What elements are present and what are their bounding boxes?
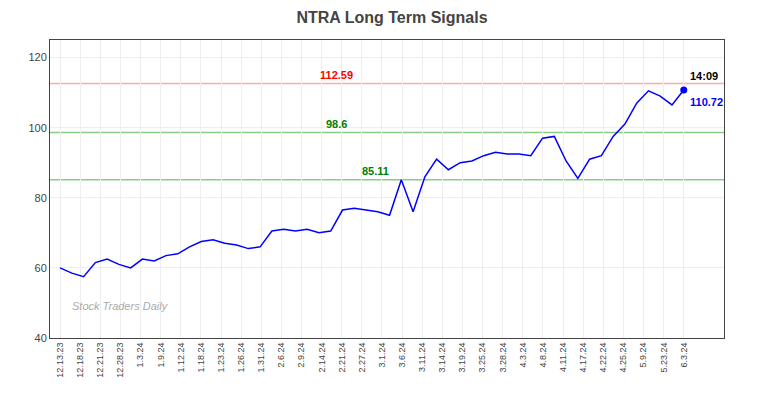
svg-text:2.27.24: 2.27.24 xyxy=(357,343,367,373)
svg-text:5.23.24: 5.23.24 xyxy=(659,343,669,373)
svg-text:3.6.24: 3.6.24 xyxy=(397,343,407,368)
svg-text:80: 80 xyxy=(35,192,47,204)
svg-text:3.28.24: 3.28.24 xyxy=(498,343,508,373)
svg-text:1.31.24: 1.31.24 xyxy=(256,343,266,373)
svg-text:3.1.24: 3.1.24 xyxy=(377,343,387,368)
svg-text:2.14.24: 2.14.24 xyxy=(317,343,327,373)
svg-text:110.72: 110.72 xyxy=(690,96,723,108)
svg-text:3.19.24: 3.19.24 xyxy=(457,343,467,373)
svg-text:4.3.24: 4.3.24 xyxy=(518,343,528,368)
svg-text:1.3.24: 1.3.24 xyxy=(135,343,145,368)
svg-text:1.9.24: 1.9.24 xyxy=(156,343,166,368)
svg-text:1.26.24: 1.26.24 xyxy=(236,343,246,373)
svg-text:12.13.23: 12.13.23 xyxy=(55,343,65,378)
svg-text:3.14.24: 3.14.24 xyxy=(437,343,447,373)
svg-text:12.28.23: 12.28.23 xyxy=(115,343,125,378)
svg-text:3.25.24: 3.25.24 xyxy=(477,343,487,373)
svg-text:3.11.24: 3.11.24 xyxy=(417,343,427,372)
svg-text:6.3.24: 6.3.24 xyxy=(679,343,689,368)
svg-text:4.17.24: 4.17.24 xyxy=(578,343,588,373)
svg-text:40: 40 xyxy=(35,332,47,344)
svg-text:85.11: 85.11 xyxy=(362,165,389,177)
svg-text:98.6: 98.6 xyxy=(326,118,347,130)
svg-text:4.22.24: 4.22.24 xyxy=(598,343,608,373)
svg-text:NTRA Long Term Signals: NTRA Long Term Signals xyxy=(296,9,487,26)
svg-text:120: 120 xyxy=(28,51,46,63)
svg-text:4.11.24: 4.11.24 xyxy=(558,343,568,372)
svg-text:1.18.24: 1.18.24 xyxy=(196,343,206,373)
svg-text:Stock Traders Daily: Stock Traders Daily xyxy=(72,300,169,312)
svg-text:2.6.24: 2.6.24 xyxy=(276,343,286,368)
svg-text:2.21.24: 2.21.24 xyxy=(337,343,347,373)
svg-text:12.21.23: 12.21.23 xyxy=(95,343,105,378)
svg-text:1.12.24: 1.12.24 xyxy=(176,343,186,373)
svg-text:14:09: 14:09 xyxy=(690,70,718,82)
svg-text:100: 100 xyxy=(28,122,46,134)
svg-text:12.18.23: 12.18.23 xyxy=(75,343,85,378)
svg-text:4.25.24: 4.25.24 xyxy=(618,343,628,373)
svg-text:5.9.24: 5.9.24 xyxy=(638,343,648,368)
svg-text:60: 60 xyxy=(35,262,47,274)
svg-text:112.59: 112.59 xyxy=(320,69,353,81)
svg-text:1.23.24: 1.23.24 xyxy=(216,343,226,373)
svg-text:4.8.24: 4.8.24 xyxy=(538,343,548,368)
svg-text:2.9.24: 2.9.24 xyxy=(296,343,306,368)
